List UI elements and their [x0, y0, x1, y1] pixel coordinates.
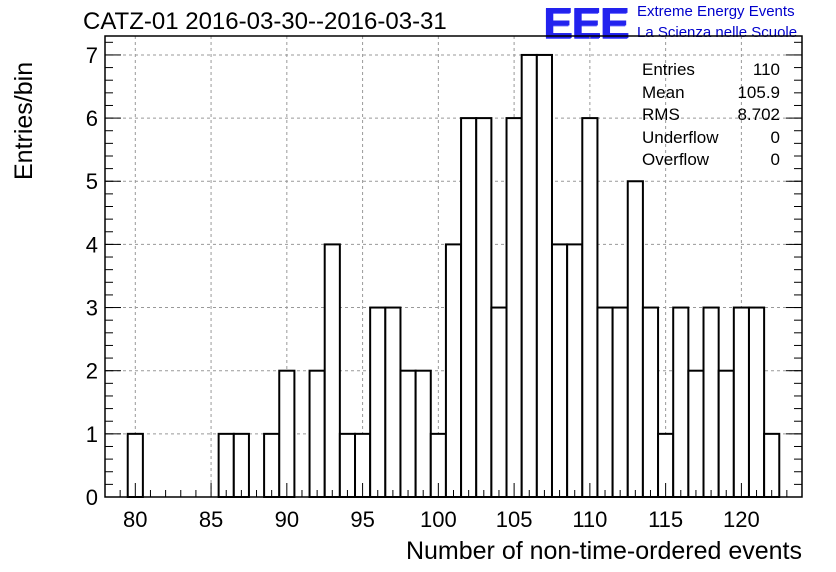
histogram-bar	[520, 53, 538, 499]
stats-value: 8.702	[737, 105, 780, 124]
histogram-bar	[460, 117, 478, 499]
histogram-bar	[611, 306, 629, 498]
stats-row-rms: RMS 8.702	[638, 104, 784, 127]
stats-label: RMS	[642, 105, 680, 124]
histogram-bar	[384, 306, 402, 498]
histogram-bar	[217, 432, 235, 498]
y-tick-label: 7	[86, 43, 98, 68]
histogram-bar	[414, 369, 432, 499]
y-tick-label: 0	[86, 485, 98, 510]
x-tick-label: 115	[648, 507, 683, 532]
histogram-bar	[278, 369, 296, 499]
histogram-bar	[566, 243, 584, 498]
eee-logo: EEE	[543, 0, 629, 48]
histogram-bar	[475, 117, 493, 499]
histogram-bar	[732, 306, 750, 498]
histogram-bar	[763, 432, 781, 498]
stats-row-underflow: Underflow 0	[638, 127, 784, 150]
histogram-bar	[581, 117, 599, 499]
x-tick-label: 80	[123, 507, 147, 532]
histogram-bar	[505, 117, 523, 499]
histogram-bar	[717, 369, 735, 499]
histogram-bar	[399, 369, 417, 499]
stats-value: 110	[752, 60, 780, 79]
x-axis-label: Number of non-time-ordered events	[405, 537, 802, 565]
histogram-bar	[672, 306, 690, 498]
histogram-bar	[232, 432, 250, 498]
y-tick-label: 1	[86, 422, 98, 447]
x-tick-label: 105	[496, 507, 533, 532]
stats-label: Entries	[642, 60, 695, 79]
histogram-bar	[444, 243, 463, 498]
histogram-bar	[687, 369, 705, 499]
stats-label: Mean	[642, 82, 685, 102]
histogram-bar	[596, 306, 614, 498]
histogram-bar	[338, 432, 357, 498]
logo-line-1: Extreme Energy Events	[637, 3, 795, 20]
stats-row-overflow: Overflow 0	[638, 149, 784, 172]
histogram-bar	[641, 306, 660, 498]
stats-box: Entries 110 Mean 105.9 RMS 8.702 Underfl…	[638, 59, 784, 172]
x-tick-label: 120	[723, 507, 760, 532]
x-tick-label: 95	[350, 507, 374, 532]
stats-row-entries: Entries 110	[638, 59, 784, 82]
x-tick-label: 85	[199, 507, 223, 532]
y-tick-label: 4	[86, 232, 98, 257]
histogram-bar	[323, 243, 341, 498]
chart-title: CATZ-01 2016-03-30--2016-03-31	[83, 8, 447, 35]
histogram-bar	[550, 243, 569, 498]
y-tick-label: 5	[86, 169, 98, 194]
x-tick-label: 90	[275, 507, 299, 532]
stats-row-mean: Mean 105.9	[638, 82, 784, 105]
y-tick-label: 2	[86, 359, 98, 384]
histogram-bar	[702, 306, 720, 498]
histogram-bar	[263, 432, 281, 498]
histogram-bar	[490, 306, 508, 498]
stats-value: 0	[770, 150, 780, 169]
histogram-bar	[369, 306, 387, 498]
y-tick-label: 6	[86, 106, 98, 131]
y-tick-label: 3	[86, 296, 98, 321]
stats-value: 0	[770, 127, 780, 147]
stats-label: Underflow	[642, 127, 719, 147]
stats-value: 105.9	[737, 82, 780, 102]
stats-label: Overflow	[642, 150, 710, 169]
histogram-bar	[308, 369, 326, 499]
x-tick-label: 110	[572, 507, 607, 532]
histogram-bar	[535, 53, 553, 499]
histogram-bar	[626, 180, 644, 498]
x-tick-label: 100	[420, 507, 457, 532]
histogram-bar	[747, 306, 766, 498]
